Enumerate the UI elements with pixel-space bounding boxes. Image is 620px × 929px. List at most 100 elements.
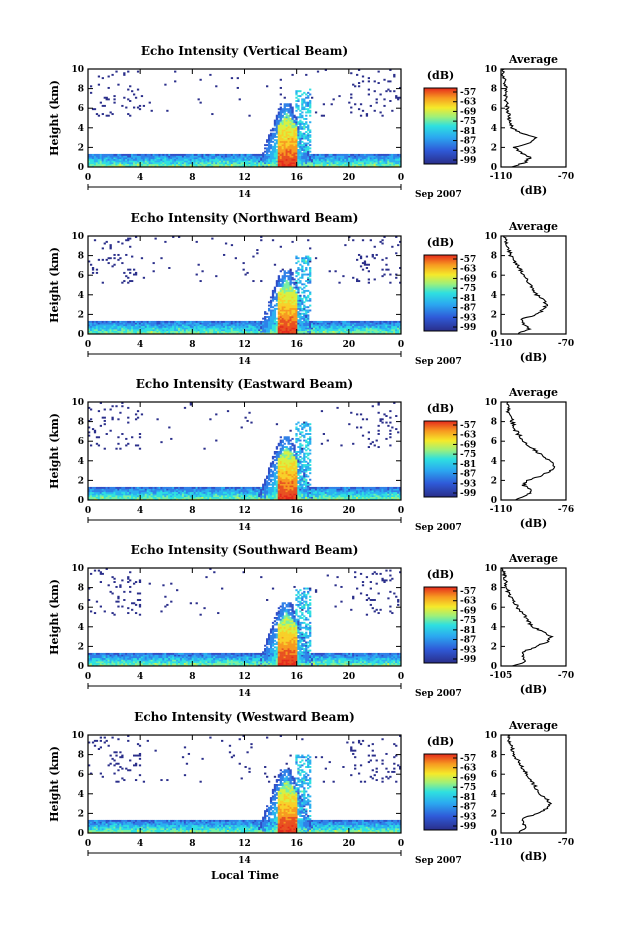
heatmap-cell <box>328 162 331 165</box>
heatmap-cell <box>303 142 306 145</box>
colorbar-tick-label: -63 <box>460 265 476 275</box>
heatmap-cell <box>176 488 179 491</box>
heatmap-cell <box>271 153 275 156</box>
heatmap-cell <box>266 332 269 335</box>
heatmap-cell <box>91 163 95 166</box>
heatmap-cell <box>101 153 104 156</box>
heatmap-cell <box>287 162 290 165</box>
heatmap-cell <box>242 165 245 168</box>
heatmap-cell <box>303 155 306 158</box>
heatmap-cell <box>240 498 243 501</box>
heatmap-cell <box>209 496 212 499</box>
heatmap-cell <box>162 160 165 163</box>
heatmap-cell <box>103 447 106 450</box>
heatmap-cell <box>158 324 161 327</box>
heatmap-cell <box>338 324 341 327</box>
heatmap-cell <box>134 493 138 496</box>
heatmap-cell <box>107 493 110 496</box>
heatmap-cell <box>289 121 292 124</box>
heatmap-cell <box>238 327 241 330</box>
heatmap-cell <box>217 153 220 156</box>
heatmap-cell <box>179 491 183 494</box>
heatmap-cell <box>189 496 192 499</box>
heatmap-cell <box>252 162 255 165</box>
heatmap-cell <box>285 109 288 112</box>
heatmap-cell <box>199 78 202 81</box>
heatmap-cell <box>397 327 400 330</box>
heatmap-cell <box>297 330 300 333</box>
heatmap-cell <box>287 319 290 322</box>
heatmap-cell <box>148 488 151 491</box>
heatmap-cell <box>365 160 369 163</box>
heatmap-cell <box>217 322 220 325</box>
heatmap-cell <box>303 294 306 297</box>
heatmap-cell <box>197 165 200 168</box>
heatmap-cell <box>293 289 296 292</box>
heatmap-cell <box>209 490 212 493</box>
heatmap-cell <box>195 157 198 160</box>
heatmap-cell <box>213 155 216 158</box>
heatmap-cell <box>91 498 95 501</box>
heatmap-cell <box>287 288 290 291</box>
heatmap-cell <box>305 73 308 76</box>
heatmap-cell <box>377 330 380 333</box>
heatmap-cell <box>172 320 175 323</box>
heatmap-cell <box>301 299 304 302</box>
heatmap-cell <box>152 155 155 158</box>
heatmap-cell <box>301 165 304 168</box>
heatmap-cell <box>338 158 341 161</box>
heatmap-cell <box>183 491 187 494</box>
heatmap-cell <box>91 153 95 156</box>
heatmap-cell <box>256 320 259 323</box>
heatmap-cell <box>291 73 294 76</box>
heatmap-cell <box>250 495 253 498</box>
heatmap-cell <box>238 163 241 166</box>
heatmap-cell <box>269 140 273 143</box>
heatmap-cell <box>316 157 320 160</box>
heatmap-cell <box>264 493 267 496</box>
heatmap-cell <box>332 330 335 333</box>
heatmap-cell <box>348 101 351 104</box>
heatmap-cell <box>172 330 175 333</box>
heatmap-cell <box>338 327 341 330</box>
heatmap-cell <box>156 491 159 494</box>
heatmap-cell <box>201 160 204 163</box>
heatmap-cell <box>293 296 296 299</box>
heatmap-cell <box>291 142 294 145</box>
heatmap-cell <box>183 322 187 325</box>
heatmap-cell <box>299 304 302 307</box>
heatmap-cell <box>248 332 251 335</box>
heatmap-cell <box>373 163 376 166</box>
heatmap-cell <box>303 296 306 299</box>
heatmap-cell <box>303 91 306 94</box>
heatmap-cell <box>383 322 386 325</box>
heatmap-cell <box>269 498 273 501</box>
heatmap-cell <box>359 265 363 268</box>
heatmap-cell <box>134 320 138 323</box>
heatmap-cell <box>287 291 290 294</box>
heatmap-cell <box>174 160 177 163</box>
heatmap-cell <box>287 142 290 145</box>
heatmap-cell <box>177 155 181 158</box>
heatmap-cell <box>365 322 369 325</box>
heatmap-cell <box>314 322 318 325</box>
heatmap-cell <box>336 158 339 161</box>
heatmap-cell <box>148 496 151 499</box>
heatmap-cell <box>209 330 212 333</box>
heatmap-cell <box>363 327 367 330</box>
heatmap-cell <box>183 496 187 499</box>
heatmap-cell <box>123 493 126 496</box>
heatmap-cell <box>140 95 144 98</box>
heatmap-cell <box>177 332 181 335</box>
heatmap-cell <box>324 322 327 325</box>
heatmap-cell <box>236 493 239 496</box>
heatmap-cell <box>250 491 253 494</box>
heatmap-cell <box>295 296 298 299</box>
heatmap-cell <box>328 158 331 161</box>
heatmap-cell <box>248 330 251 333</box>
heatmap-cell <box>293 311 296 314</box>
heatmap-cell <box>393 330 396 333</box>
heatmap-cell <box>152 320 155 323</box>
heatmap-cell <box>399 160 402 163</box>
heatmap-cell <box>99 153 102 156</box>
